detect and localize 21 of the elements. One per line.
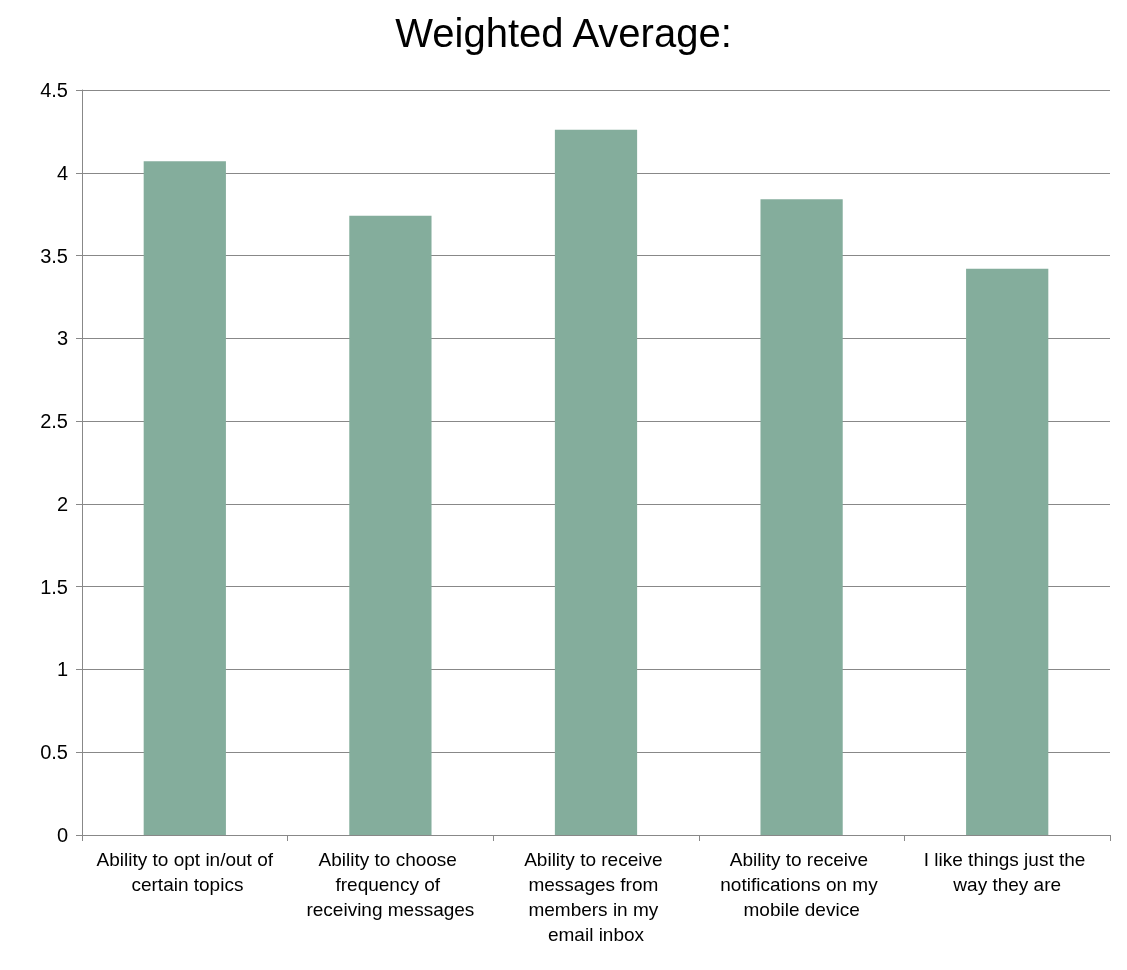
chart-title: Weighted Average:	[395, 11, 732, 55]
x-tick-label: Ability to receive notifications on my mobile device	[720, 849, 883, 920]
y-tick-label: 1	[56, 658, 68, 681]
bar	[143, 161, 226, 835]
x-tick-label: Ability to choose frequency of receiving messages	[306, 849, 475, 920]
y-tick-label: 0	[56, 824, 68, 846]
x-tick-label: Ability to opt in/out of certain topics	[96, 849, 274, 895]
y-tick-label: 4.5	[40, 79, 68, 101]
bar	[760, 199, 843, 835]
y-tick-label: 2.5	[40, 410, 68, 433]
y-tick-label: 3.5	[40, 244, 68, 267]
bar	[349, 215, 432, 835]
x-tick-label: I like things just the way they are	[923, 849, 1091, 895]
y-tick-label: 4	[56, 161, 68, 184]
y-tick-label: 3	[56, 327, 68, 350]
y-tick-label: 2	[56, 492, 68, 515]
y-tick-label: 1.5	[40, 575, 68, 598]
bar	[966, 268, 1049, 835]
bar	[554, 129, 638, 835]
x-tick-label: Ability to receive messages from members in my email inbox	[524, 849, 668, 945]
y-tick-label: 0.5	[40, 741, 68, 764]
